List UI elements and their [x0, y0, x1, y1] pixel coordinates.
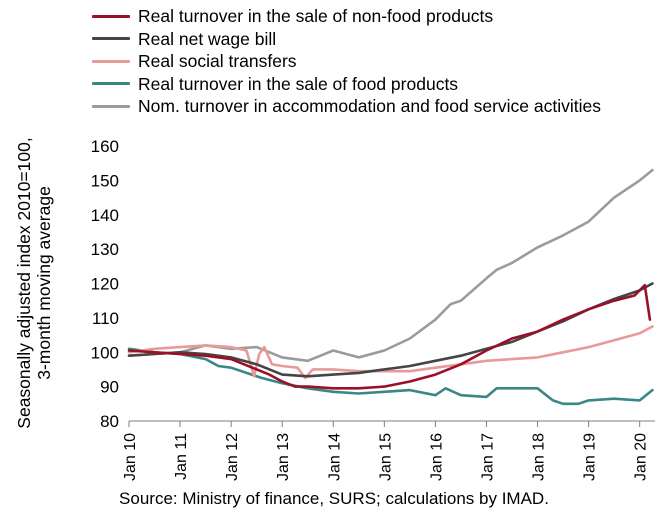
x-tick-label: Jan 14	[326, 433, 343, 481]
legend-swatch	[92, 14, 130, 18]
legend: Real turnover in the sale of non-food pr…	[92, 5, 601, 118]
series-line	[127, 347, 654, 406]
y-tick-label: 100	[91, 343, 119, 362]
legend-label: Nom. turnover in accommodation and food …	[138, 96, 601, 117]
y-tick-label: 80	[100, 412, 119, 431]
x-tick-label: Jan 19	[582, 433, 599, 481]
axes: 80 90 100 110 120 130 140 150 160 Jan 10 Jan 11 Jan…	[91, 137, 655, 481]
legend-label: Real turnover in the sale of non-food pr…	[138, 6, 494, 27]
legend-label: Real turnover in the sale of food produc…	[138, 73, 459, 94]
y-tick-label: 120	[91, 275, 119, 294]
x-tick-label: Jan 13	[275, 433, 292, 481]
legend-item: Real turnover in the sale of food produc…	[92, 73, 601, 96]
y-tick-label: 140	[91, 206, 119, 225]
x-tick-label: Jan 11	[173, 433, 190, 480]
series-line	[127, 283, 652, 390]
x-tick-label: Jan 18	[531, 433, 548, 481]
legend-swatch	[92, 82, 130, 86]
x-tick-label: Jan 12	[224, 433, 241, 481]
y-tick-label: 110	[92, 309, 119, 328]
y-tick-label: 130	[91, 240, 119, 259]
x-tick-label: Jan 15	[377, 433, 394, 481]
legend-item: Real net wage bill	[92, 28, 601, 51]
legend-item: Nom. turnover in accommodation and food …	[92, 95, 601, 118]
y-axis-title-line-1: Seasonally adjusted index 2010=100,	[14, 137, 34, 428]
series-line	[127, 325, 654, 380]
y-axis-title-line-2: 3-month moving average	[34, 186, 54, 380]
x-tick-label: Jan 17	[479, 433, 496, 481]
y-tick-label: 150	[91, 171, 119, 190]
y-tick-label: 90	[100, 378, 119, 397]
legend-swatch	[92, 59, 130, 63]
legend-label: Real net wage bill	[138, 28, 277, 49]
x-tick-label: Jan 10	[122, 433, 139, 481]
series-line	[127, 168, 654, 363]
legend-swatch	[92, 37, 130, 41]
x-tick-label: Jan 16	[428, 433, 445, 481]
series-lines	[127, 168, 654, 406]
series-line	[127, 282, 654, 378]
legend-item: Real social transfers	[92, 50, 601, 73]
x-tick-label: Jan 20	[633, 433, 650, 481]
y-tick-label: 160	[91, 137, 119, 156]
legend-item: Real turnover in the sale of non-food pr…	[92, 5, 601, 28]
legend-swatch	[92, 104, 130, 108]
legend-label: Real social transfers	[138, 51, 297, 72]
source-note: Source: Ministry of finance, SURS; calcu…	[119, 489, 549, 508]
